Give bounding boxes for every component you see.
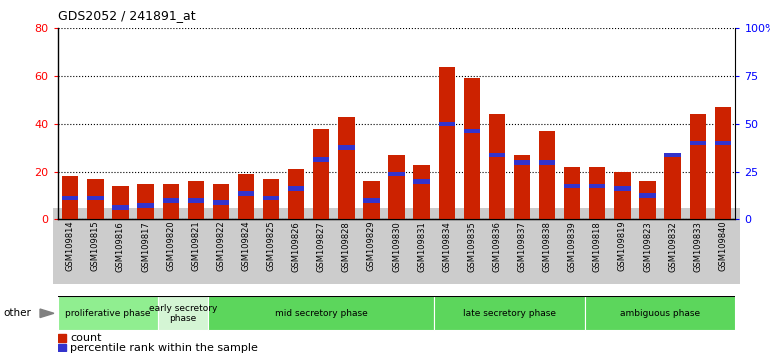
Text: proliferative phase: proliferative phase <box>65 309 151 318</box>
Bar <box>539 131 555 219</box>
Bar <box>137 203 154 207</box>
Bar <box>589 184 605 188</box>
Bar <box>439 121 455 126</box>
Bar <box>489 153 505 157</box>
Text: mid secretory phase: mid secretory phase <box>275 309 367 318</box>
Text: count: count <box>70 333 102 343</box>
Bar <box>413 179 430 184</box>
Bar <box>665 153 681 219</box>
Text: ambiguous phase: ambiguous phase <box>620 309 700 318</box>
Bar <box>564 184 581 188</box>
Bar <box>589 167 605 219</box>
Bar <box>213 200 229 205</box>
Bar <box>62 176 79 219</box>
Bar <box>112 186 129 219</box>
Bar <box>338 117 354 219</box>
Bar <box>614 186 631 191</box>
Bar <box>238 191 254 195</box>
Text: early secretory
phase: early secretory phase <box>149 304 217 323</box>
Bar <box>665 153 681 157</box>
Bar <box>464 79 480 219</box>
Bar <box>363 198 380 203</box>
Bar <box>288 186 304 191</box>
Bar <box>87 179 103 219</box>
Bar <box>188 181 204 219</box>
Bar <box>514 155 531 219</box>
Bar <box>313 157 330 162</box>
Bar <box>58 334 66 342</box>
Bar <box>564 167 581 219</box>
Bar <box>715 141 731 145</box>
Bar <box>162 184 179 219</box>
Bar <box>313 129 330 219</box>
Bar <box>62 195 79 200</box>
FancyBboxPatch shape <box>58 296 158 330</box>
Bar <box>514 160 531 165</box>
Bar <box>238 174 254 219</box>
Bar <box>137 184 154 219</box>
Text: late secretory phase: late secretory phase <box>463 309 556 318</box>
FancyBboxPatch shape <box>209 296 434 330</box>
Bar <box>464 129 480 133</box>
Text: GDS2052 / 241891_at: GDS2052 / 241891_at <box>58 9 196 22</box>
Bar <box>162 198 179 203</box>
Bar <box>439 67 455 219</box>
Bar <box>87 195 103 200</box>
Bar <box>539 160 555 165</box>
Bar <box>639 181 656 219</box>
Bar <box>263 179 280 219</box>
Bar <box>288 169 304 219</box>
Bar <box>614 172 631 219</box>
FancyBboxPatch shape <box>158 296 209 330</box>
Bar <box>338 145 354 150</box>
Bar <box>388 155 405 219</box>
FancyBboxPatch shape <box>434 296 584 330</box>
Text: other: other <box>4 308 32 318</box>
Bar <box>489 114 505 219</box>
Bar <box>58 344 66 351</box>
Bar <box>413 165 430 219</box>
Bar <box>639 193 656 198</box>
Bar <box>363 181 380 219</box>
Bar <box>263 195 280 200</box>
Bar <box>112 205 129 210</box>
Bar <box>188 198 204 203</box>
Bar <box>715 107 731 219</box>
Bar <box>388 172 405 176</box>
Bar <box>690 141 706 145</box>
Bar <box>690 114 706 219</box>
FancyBboxPatch shape <box>584 296 735 330</box>
Bar <box>213 184 229 219</box>
Text: percentile rank within the sample: percentile rank within the sample <box>70 343 258 353</box>
